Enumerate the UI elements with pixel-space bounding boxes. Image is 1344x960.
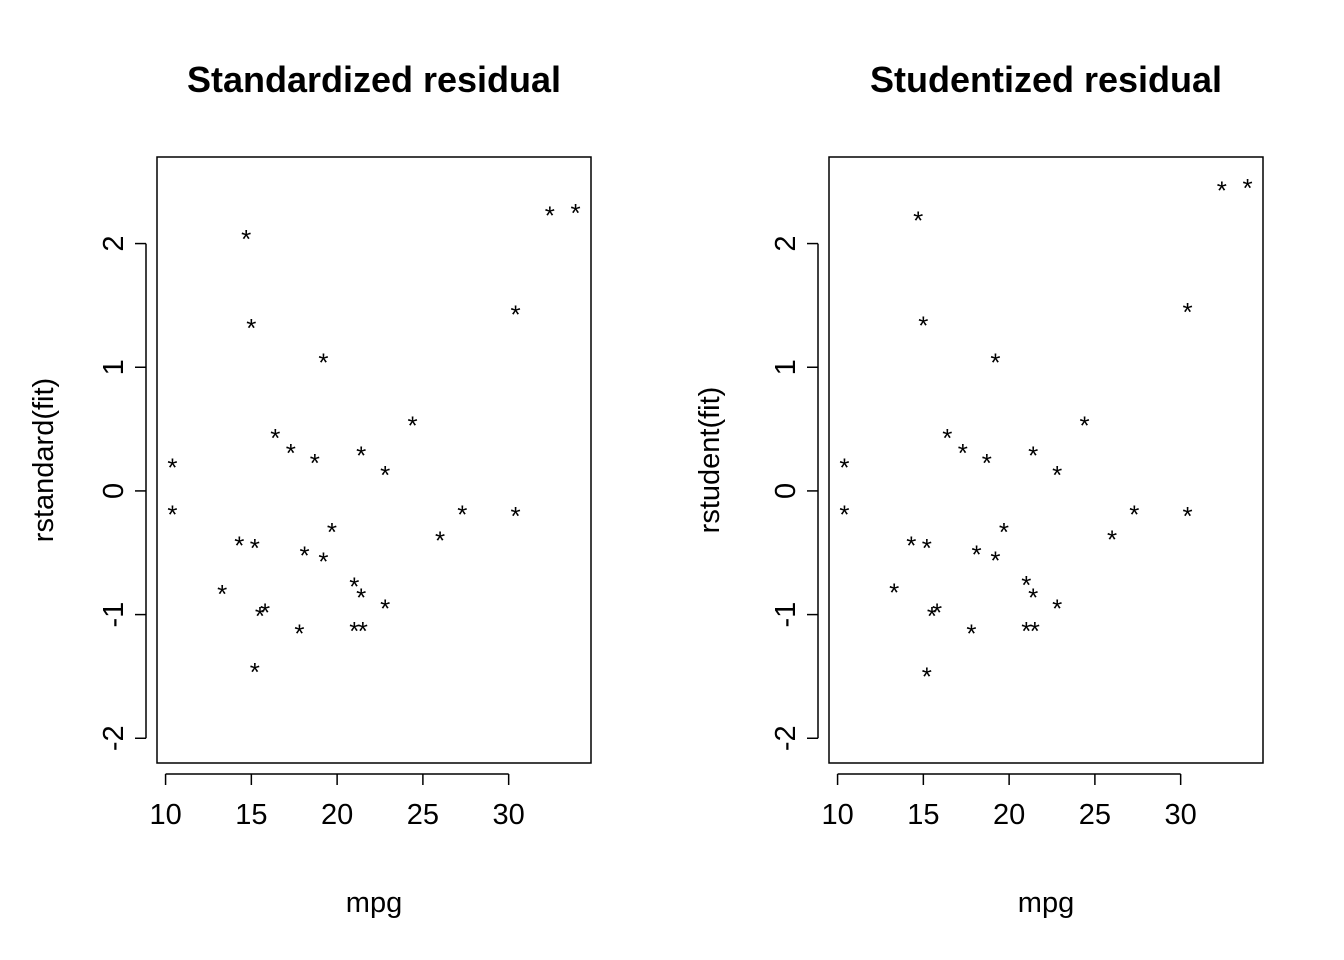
data-point: * [1021, 570, 1031, 600]
data-point: * [349, 571, 359, 601]
data-point: * [839, 453, 849, 483]
data-point: * [922, 662, 932, 692]
panel-studentized-residual: Studentized residual 10 15 20 25 30 -2 -1 0 1 2 mpg… [694, 59, 1264, 919]
data-point: * [918, 310, 928, 340]
data-point: * [457, 500, 467, 530]
data-point: * [889, 578, 899, 608]
data-point: * [318, 348, 328, 378]
y-tick-label: 1 [98, 359, 130, 375]
data-point: * [246, 313, 256, 343]
data-point: * [408, 411, 418, 441]
y-tick-label: -2 [98, 725, 130, 751]
data-point: * [510, 299, 520, 329]
data-point: * [255, 601, 265, 631]
x-tick-label: 15 [235, 799, 267, 831]
data-point: * [1242, 173, 1252, 203]
data-point: * [234, 531, 244, 561]
data-point: * [1052, 594, 1062, 624]
data-point: * [1182, 501, 1192, 531]
plot-frame [156, 156, 592, 764]
y-tick-label: 2 [98, 236, 130, 252]
data-point: * [932, 597, 942, 627]
data-point: * [294, 618, 304, 648]
data-point: * [1080, 411, 1090, 441]
x-tick-label: 10 [149, 799, 181, 831]
y-tick-label: -1 [770, 602, 802, 628]
data-point: * [839, 500, 849, 530]
y-tick-label: 1 [770, 359, 802, 375]
data-point: * [167, 500, 177, 530]
data-point: * [327, 517, 337, 547]
data-point: * [1182, 297, 1192, 327]
data-point: * [1217, 176, 1227, 206]
chart-title: Standardized residual [187, 59, 561, 100]
data-point: * [358, 616, 368, 646]
data-point: * [380, 594, 390, 624]
data-point: * [990, 348, 1000, 378]
data-point: * [286, 438, 296, 468]
data-point: * [217, 579, 227, 609]
data-point: * [1129, 500, 1139, 530]
y-axis-label: rstudent(fit) [694, 387, 726, 534]
data-point: * [260, 597, 270, 627]
x-tick-label: 30 [1165, 799, 1197, 831]
data-point: * [913, 205, 923, 235]
x-tick-label: 20 [993, 799, 1025, 831]
y-tick-label: -1 [98, 602, 130, 628]
data-point: * [545, 200, 555, 230]
chart-title: Studentized residual [870, 59, 1222, 100]
x-tick-label: 15 [907, 799, 939, 831]
data-point: * [318, 547, 328, 577]
x-tick-label: 20 [321, 799, 353, 831]
data-point: * [966, 618, 976, 648]
y-tick-label: 0 [770, 483, 802, 499]
data-point: * [250, 533, 260, 563]
data-point: * [1107, 524, 1117, 554]
data-point: * [250, 657, 260, 687]
x-axis-label: mpg [346, 887, 402, 919]
x-tick-label: 30 [493, 799, 525, 831]
data-point: * [299, 541, 309, 571]
plot-frame [828, 156, 1264, 764]
data-point: * [310, 448, 320, 478]
data-point: * [435, 526, 445, 556]
panel-standardized-residual: Standardized residual 10 15 20 25 30 -2 -1 0 1 2 mp… [28, 59, 592, 919]
data-point: * [927, 601, 937, 631]
data-point: * [270, 423, 280, 453]
data-point: * [922, 533, 932, 563]
y-tick-label: 2 [770, 236, 802, 252]
x-tick-label: 10 [821, 799, 853, 831]
data-point: * [971, 539, 981, 569]
data-point: * [1021, 616, 1031, 646]
data-point: * [167, 453, 177, 483]
data-point: * [906, 531, 916, 561]
data-point: * [570, 198, 580, 228]
x-axis-label: mpg [1018, 887, 1074, 919]
data-point: * [1028, 583, 1038, 613]
data-point: * [1028, 440, 1038, 470]
data-point: * [982, 448, 992, 478]
data-point: * [942, 423, 952, 453]
data-point: * [1052, 460, 1062, 490]
data-point: * [380, 460, 390, 490]
x-tick-label: 25 [1079, 799, 1111, 831]
y-tick-label: 0 [98, 483, 130, 499]
y-tick-label: -2 [770, 725, 802, 751]
data-point: * [356, 440, 366, 470]
data-point: * [241, 224, 251, 254]
data-point: * [999, 517, 1009, 547]
x-tick-label: 25 [407, 799, 439, 831]
data-point: * [990, 545, 1000, 575]
data-point: * [1030, 616, 1040, 646]
data-point: * [958, 438, 968, 468]
y-axis-label: rstandard(fit) [28, 378, 60, 542]
data-point: * [349, 616, 359, 646]
data-point: * [510, 501, 520, 531]
data-point: * [356, 583, 366, 613]
